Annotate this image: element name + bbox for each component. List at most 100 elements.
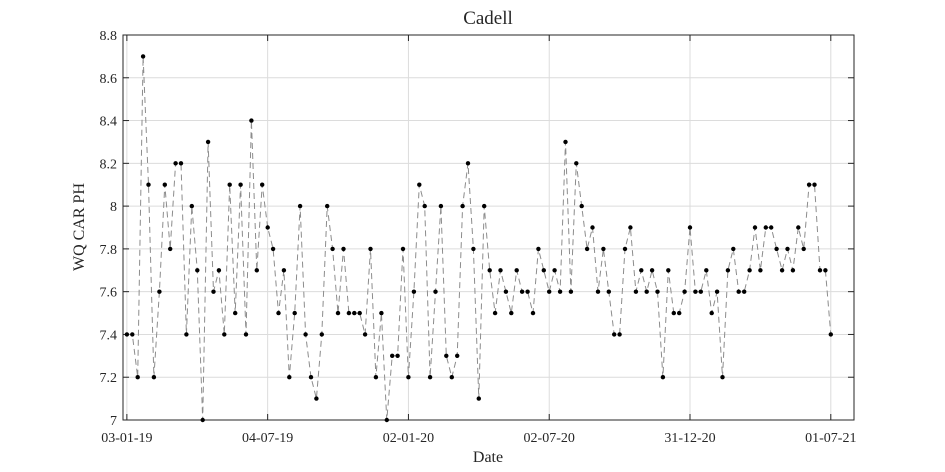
data-point — [655, 289, 660, 294]
axis-ticks — [123, 34, 854, 421]
data-point — [319, 332, 324, 337]
data-point — [400, 246, 406, 252]
data-point — [536, 246, 541, 252]
data-point — [265, 225, 270, 230]
data-point — [525, 289, 530, 294]
data-point — [292, 310, 297, 316]
data-point — [222, 332, 227, 337]
x-axis-label: Date — [473, 449, 503, 466]
data-point — [519, 289, 525, 294]
data-point — [687, 225, 693, 230]
data-point — [774, 246, 779, 252]
data-point — [314, 396, 319, 401]
data-point — [427, 375, 433, 380]
data-point — [660, 375, 666, 380]
data-point — [736, 289, 741, 294]
y-tick-label: 7.4 — [100, 328, 118, 343]
data-point — [503, 289, 509, 294]
data-point — [492, 310, 498, 316]
data-point — [557, 289, 563, 294]
data-point — [276, 310, 281, 316]
data-point — [130, 332, 135, 337]
data-point — [666, 268, 671, 273]
data-point — [720, 375, 725, 380]
data-point — [151, 375, 157, 380]
data-point — [189, 203, 194, 209]
data-point — [455, 353, 460, 358]
data-point — [568, 289, 574, 294]
data-point — [157, 289, 162, 294]
data-point — [763, 225, 768, 230]
y-tick-labels: 7 7.2 7.4 7.6 7.8 8 8.2 8.4 8.6 8.8 — [100, 29, 118, 429]
data-point — [709, 310, 714, 316]
data-point — [362, 332, 368, 337]
data-point — [617, 332, 622, 337]
data-point — [671, 310, 676, 316]
data-point — [341, 246, 346, 252]
data-point — [579, 203, 584, 209]
data-point — [682, 289, 687, 294]
data-point — [541, 268, 546, 273]
data-point — [606, 289, 611, 294]
data-point — [769, 225, 774, 230]
data-point — [270, 246, 276, 252]
data-point — [649, 268, 655, 273]
data-point — [698, 289, 703, 294]
data-point — [233, 310, 238, 316]
data-point — [379, 310, 384, 316]
data-point — [509, 310, 514, 316]
data-point — [639, 268, 644, 273]
data-point — [308, 375, 314, 380]
x-tick-labels: 03-01-19 04-07-19 02-01-20 02-07-20 31-12-20… — [101, 431, 856, 446]
data-point — [530, 310, 536, 316]
data-point — [584, 246, 590, 252]
y-tick-label: 7.2 — [100, 371, 118, 386]
x-tick-label: 02-01-20 — [383, 431, 434, 446]
data-point — [633, 289, 639, 294]
y-tick-label: 8.2 — [100, 157, 118, 172]
data-point — [498, 268, 503, 273]
data-point — [173, 161, 178, 166]
y-tick-label: 7.8 — [100, 243, 118, 258]
data-point — [146, 182, 151, 187]
y-tick-label: 8.8 — [100, 29, 118, 44]
y-tick-label: 7 — [110, 414, 117, 429]
data-point — [417, 182, 422, 187]
data-point — [216, 268, 222, 273]
data-point — [184, 332, 189, 337]
data-point — [828, 332, 833, 337]
data-point — [552, 268, 557, 273]
data-point — [817, 268, 823, 273]
data-point — [433, 289, 438, 294]
x-tick-label: 31-12-20 — [664, 431, 715, 446]
y-tick-label: 8.4 — [100, 115, 118, 130]
data-point — [622, 246, 628, 252]
data-point — [330, 246, 335, 252]
data-point — [785, 246, 790, 252]
data-point — [249, 118, 254, 123]
data-point — [211, 289, 216, 294]
x-tick-label: 02-07-20 — [524, 431, 575, 446]
data-point — [346, 310, 352, 316]
data-point — [162, 182, 167, 187]
data-point — [758, 268, 763, 273]
data-point — [444, 353, 449, 358]
x-tick-label: 01-07-21 — [805, 431, 856, 446]
data-point — [238, 182, 243, 187]
data-point — [601, 246, 606, 252]
data-point — [747, 268, 752, 273]
data-point — [514, 268, 519, 273]
data-point — [205, 139, 211, 145]
data-point — [595, 289, 601, 294]
data-point — [731, 246, 736, 252]
y-tick-label: 8 — [110, 200, 117, 215]
data-point — [297, 203, 303, 209]
data-point — [823, 268, 828, 273]
grid — [123, 34, 854, 421]
data-point — [563, 139, 568, 145]
data-point — [471, 246, 476, 252]
data-point — [352, 310, 357, 316]
axes-box — [122, 34, 855, 421]
data-point — [438, 203, 444, 209]
data-point — [612, 332, 617, 337]
